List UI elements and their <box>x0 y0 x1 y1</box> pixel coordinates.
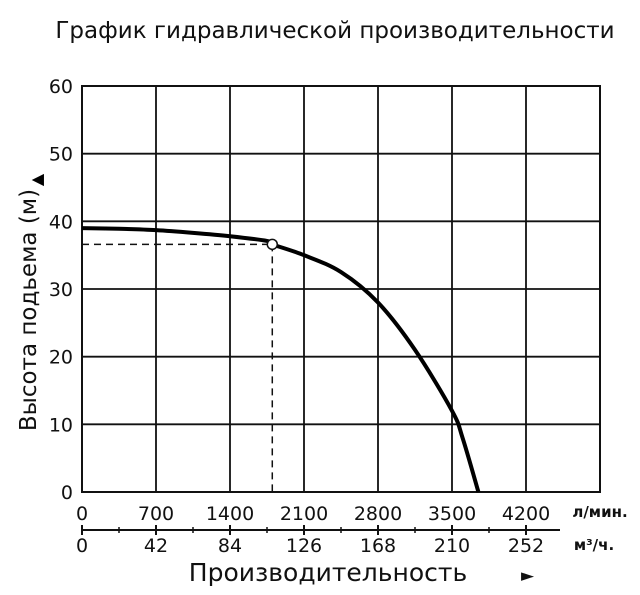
x-unit-primary: л/мин. <box>572 503 627 521</box>
x-tick-label-secondary: 84 <box>218 535 242 557</box>
y-tick-label: 20 <box>49 347 73 369</box>
y-tick-label: 60 <box>49 76 73 98</box>
y-axis-label: Высота подьема (м) <box>16 189 42 431</box>
y-tick-label: 10 <box>49 414 73 436</box>
x-tick-label-secondary: 0 <box>76 535 88 557</box>
x-tick-label-secondary: 252 <box>508 535 544 557</box>
x-tick-label-secondary: 126 <box>286 535 322 557</box>
y-axis-label-group: Высота подьема (м) <box>16 189 42 431</box>
operating-point-guides <box>82 243 274 492</box>
y-tick-label: 40 <box>49 211 73 233</box>
x-tick-labels-secondary: 0 42 84 126 168 210 252 <box>76 535 544 557</box>
y-tick-label: 50 <box>49 144 73 166</box>
x-tick-labels-primary: 0 700 1400 2100 2800 3500 4200 <box>76 503 550 525</box>
plot-area <box>81 85 601 493</box>
plot-border <box>81 85 601 493</box>
x-tick-label-secondary: 168 <box>360 535 396 557</box>
x-tick-label-primary: 0 <box>76 503 88 525</box>
series-line <box>81 226 481 493</box>
x-tick-label-primary: 700 <box>138 503 174 525</box>
y-tick-label: 0 <box>61 482 73 504</box>
x-tick-label-primary: 4200 <box>502 503 550 525</box>
x-tick-label-secondary: 42 <box>144 535 168 557</box>
x-axis-label: Производительность <box>189 558 467 587</box>
y-axis-arrow: ▲ <box>27 173 46 186</box>
x-tick-label-primary: 3500 <box>428 503 476 525</box>
operating-point-marker <box>266 238 279 251</box>
x-tick-label-primary: 2100 <box>280 503 328 525</box>
secondary-x-axis-ticks <box>81 525 527 535</box>
x-tick-label-primary: 2800 <box>354 503 402 525</box>
grid <box>82 86 600 492</box>
y-axis-arrow-group: ▲ <box>27 173 46 186</box>
y-tick-labels: 0 10 20 30 40 50 60 <box>49 76 73 504</box>
x-tick-label-secondary: 210 <box>434 535 470 557</box>
y-tick-label: 30 <box>49 279 73 301</box>
x-axis-arrow: ► <box>521 566 535 586</box>
x-tick-label-primary: 1400 <box>206 503 254 525</box>
x-unit-secondary: м³/ч. <box>574 536 614 554</box>
chart-title: График гидравлической производительности <box>55 18 614 44</box>
